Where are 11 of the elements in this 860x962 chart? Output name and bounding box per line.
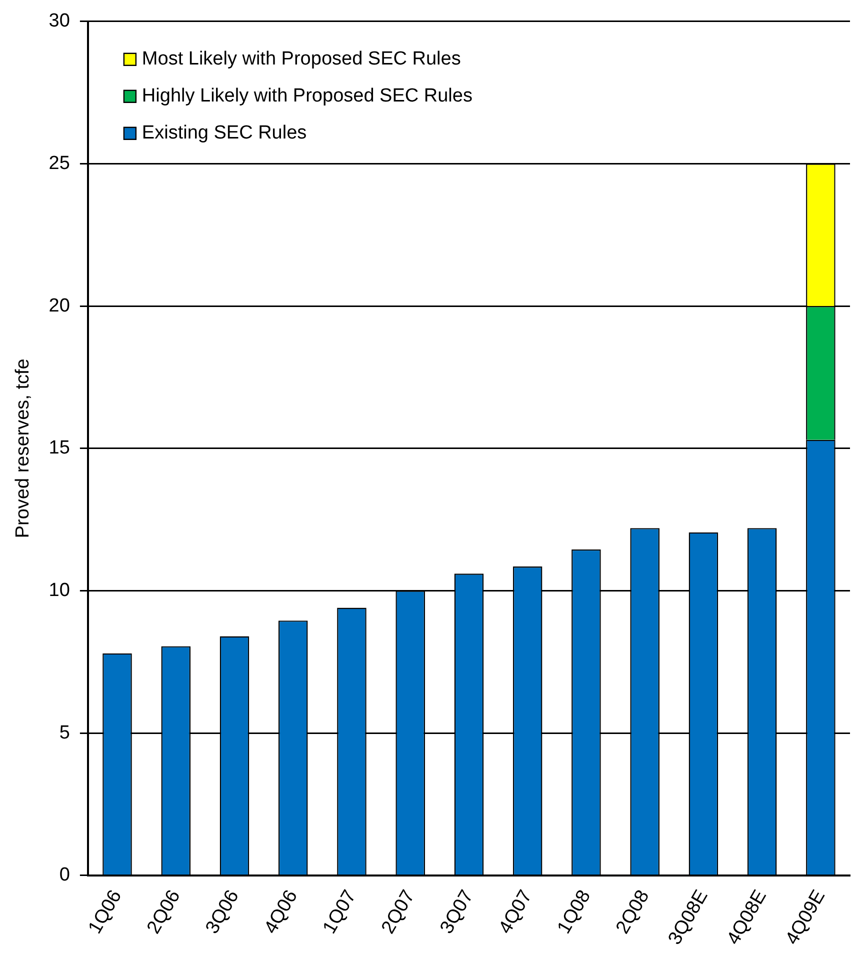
y-tick-label: 15: [48, 438, 70, 459]
y-tick-label: 25: [48, 152, 70, 174]
legend-label: Highly Likely with Proposed SEC Rules: [142, 86, 472, 107]
legend-label: Most Likely with Proposed SEC Rules: [142, 48, 461, 70]
y-tick-label: 30: [48, 10, 70, 32]
y-tick-label: 5: [59, 722, 70, 744]
legend-label: Existing SEC Rules: [142, 122, 307, 144]
y-tick-label: 10: [48, 580, 70, 601]
y-axis-title: Proved reserves, tcfe: [12, 358, 34, 538]
y-tick-label: 20: [48, 295, 70, 316]
y-tick-label: 0: [59, 864, 70, 886]
